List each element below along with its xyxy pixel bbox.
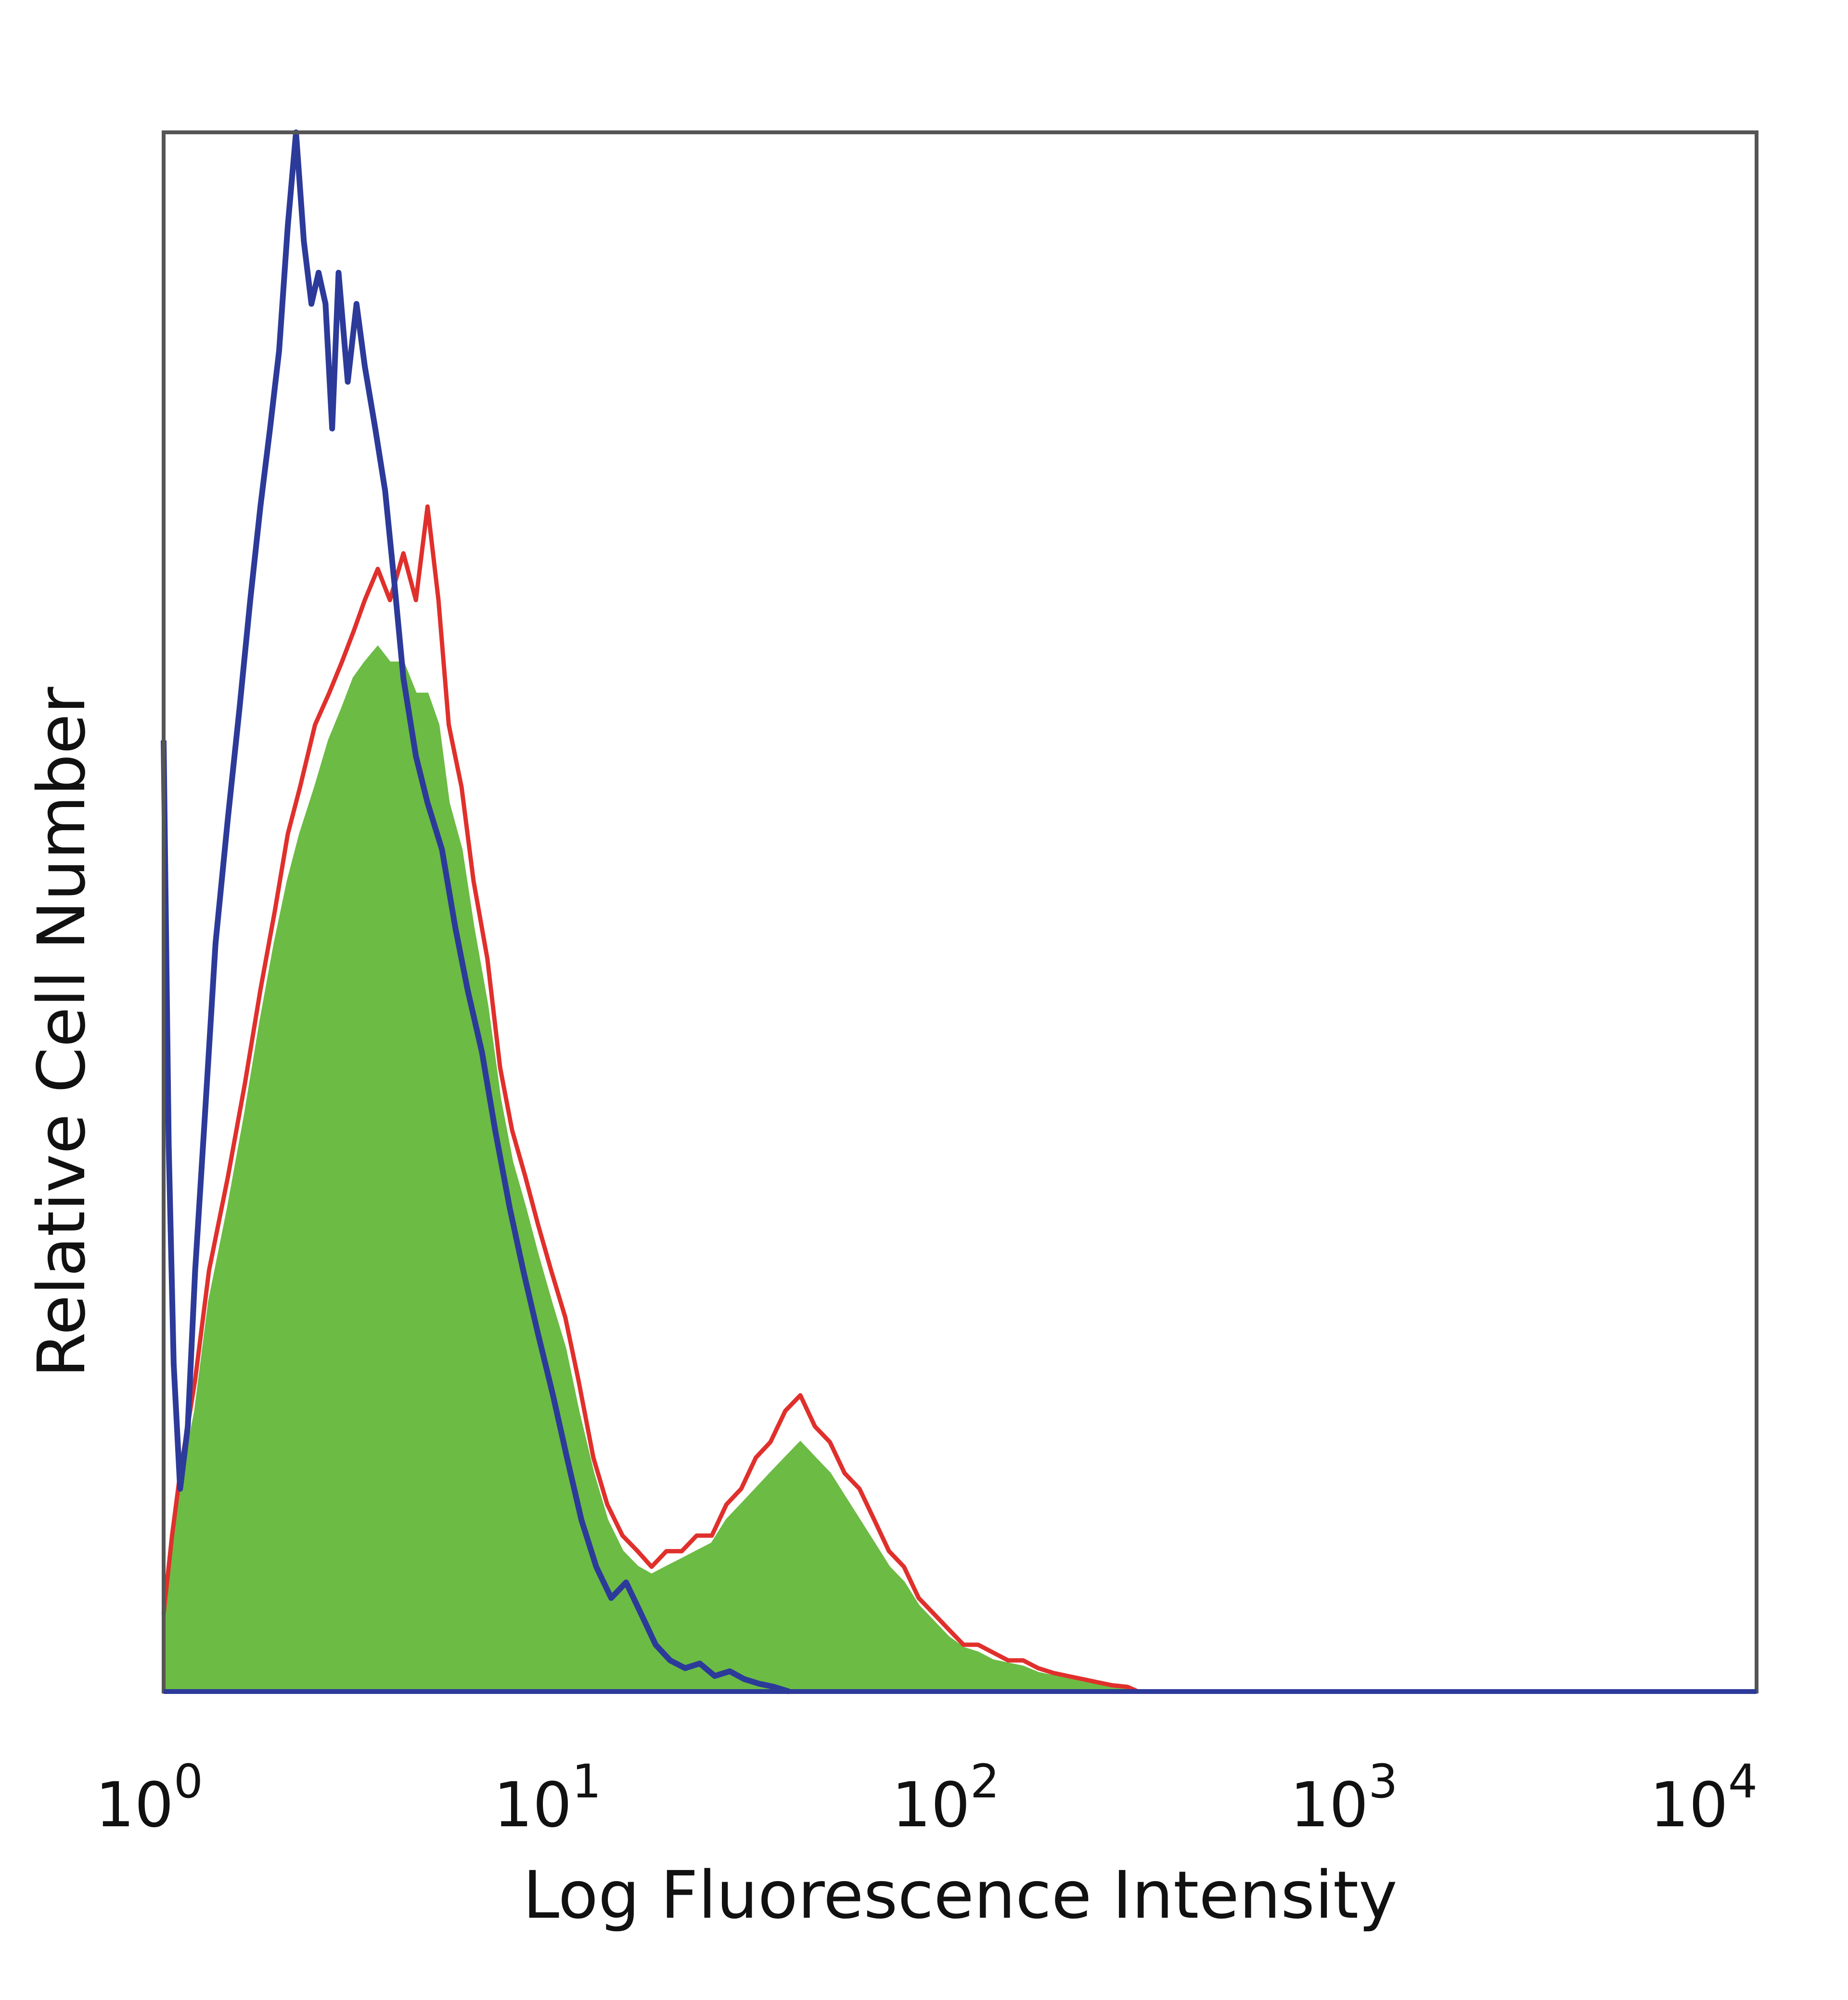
x-tick-label-2: 102 (892, 1755, 1000, 1841)
x-axis-title: Log Fluorescence Intensity (523, 1858, 1397, 1934)
x-tick-label-3: 103 (1290, 1755, 1398, 1841)
x-tick-base: 10 (1650, 1769, 1728, 1841)
x-tick-base: 10 (1290, 1769, 1369, 1841)
x-tick-exponent: 4 (1728, 1755, 1758, 1808)
x-tick-base: 10 (95, 1769, 174, 1841)
blue-outline-series (161, 129, 790, 1694)
green-filled-series (163, 645, 1139, 1692)
x-tick-label-0: 100 (95, 1755, 203, 1841)
x-tick-base: 10 (892, 1769, 970, 1841)
x-tick-exponent: 3 (1368, 1755, 1398, 1808)
y-axis-title: Relative Cell Number (24, 687, 100, 1378)
x-tick-exponent: 1 (572, 1755, 601, 1808)
series-layer (161, 129, 1139, 1694)
x-tick-label-1: 101 (494, 1755, 602, 1841)
x-tick-label-4: 104 (1650, 1755, 1758, 1841)
x-tick-base: 10 (494, 1769, 572, 1841)
x-tick-exponent: 0 (174, 1755, 203, 1808)
x-tick-exponent: 2 (970, 1755, 1000, 1808)
x-tick-labels: 100 101 102 103 104 (95, 1755, 1758, 1841)
red-outline-series (161, 504, 1139, 1694)
